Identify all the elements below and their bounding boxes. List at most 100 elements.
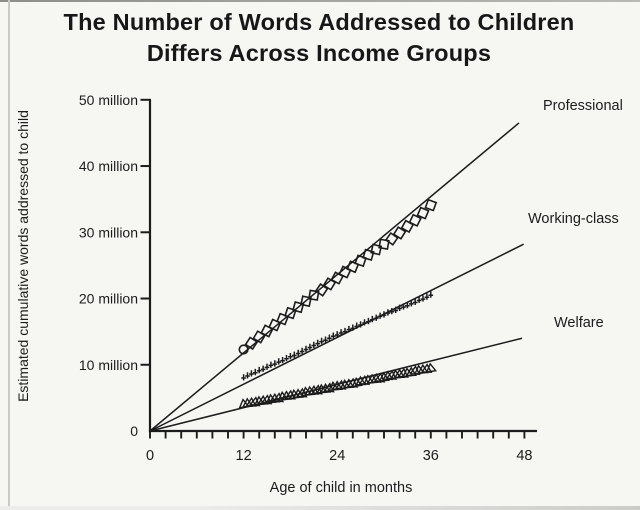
professional-data-point (354, 254, 367, 268)
welfare-data-point (304, 385, 316, 396)
professional-data-point (424, 198, 438, 212)
working-class-data-point (315, 339, 320, 347)
working-class-data-point (385, 309, 391, 316)
welfare-data-point (351, 377, 363, 388)
professional-data-point (308, 289, 320, 301)
legend-label-welfare: Welfare (554, 315, 604, 331)
working-class-data-point (338, 329, 344, 336)
working-class-data-point (424, 293, 430, 300)
professional-data-point (338, 265, 352, 279)
professional-data-point (416, 206, 430, 220)
working-class-data-point (428, 291, 434, 298)
welfare-data-point (269, 392, 281, 403)
working-class-data-point (362, 319, 367, 326)
working-class-data-point (241, 374, 246, 381)
legend-label-professional: Professional (543, 98, 623, 114)
chart-title-line1: The Number of Words Addressed to Childre… (63, 9, 575, 35)
professional-data-point (300, 295, 312, 308)
welfare-data-point (307, 384, 320, 395)
professional-data-point (276, 312, 290, 326)
x-axis-tick-label: 24 (329, 448, 345, 464)
y-axis-tick-label: 40 million (79, 158, 138, 174)
x-axis-tick-label: 48 (516, 448, 532, 464)
working-class-data-point (420, 295, 426, 302)
x-axis-tick-label: 12 (236, 448, 252, 464)
scan-artifact-bottom-edge (0, 506, 640, 510)
working-class-data-point (307, 343, 313, 351)
y-axis-title: Estimated cumulative words addressed to … (15, 110, 31, 402)
working-class-data-point (323, 336, 328, 343)
chart-title: The Number of Words Addressed to Childre… (2, 7, 636, 69)
welfare-data-point (257, 394, 269, 405)
working-class-data-point (288, 353, 293, 360)
working-class-data-point (381, 311, 387, 318)
working-class-data-point (299, 347, 305, 355)
working-class-data-point (268, 361, 274, 368)
welfare-data-point (323, 382, 335, 393)
working-class-data-point (342, 327, 348, 335)
professional-data-point (292, 301, 305, 314)
working-class-data-point (256, 366, 262, 374)
professional-data-point (408, 213, 422, 228)
professional-data-point (362, 248, 375, 261)
working-class-data-point (373, 314, 379, 321)
welfare-data-point (280, 390, 293, 400)
y-axis-tick-label: 0 (130, 423, 138, 439)
professional-data-point (370, 243, 383, 256)
welfare-data-point (405, 366, 418, 377)
welfare-data-point (382, 370, 394, 381)
welfare-data-point (393, 368, 406, 379)
working-class-data-point (354, 322, 359, 329)
working-class-data-point (350, 324, 356, 331)
welfare-data-point (366, 373, 379, 384)
scan-artifact-top-edge (0, 0, 640, 2)
y-axis-tick-label: 10 million (79, 357, 138, 373)
working-class-data-point (260, 365, 266, 372)
working-class-data-point (409, 300, 414, 307)
x-axis-tick-label: 36 (423, 448, 439, 464)
working-class-data-point (401, 303, 406, 310)
professional-trend-line (149, 122, 520, 432)
working-class-data-point (370, 315, 375, 323)
working-class-data-point (264, 363, 270, 370)
welfare-data-point (241, 397, 254, 408)
professional-data-point (238, 344, 249, 355)
welfare-data-point (355, 375, 367, 386)
y-axis-tick-label: 30 million (79, 224, 138, 240)
working-class-data-point (405, 302, 410, 309)
working-class-data-point (366, 317, 371, 325)
professional-data-point (378, 238, 390, 250)
working-class-data-point (389, 307, 395, 315)
working-class-data-point (346, 325, 352, 333)
working-class-data-point (295, 349, 301, 356)
working-class-data-point (280, 356, 285, 364)
welfare-data-point (292, 388, 305, 399)
working-class-data-point (284, 354, 289, 362)
working-class-data-point (245, 372, 250, 379)
welfare-data-point (417, 363, 429, 374)
working-class-data-point (358, 321, 363, 328)
welfare-data-point (425, 362, 438, 373)
working-class-data-point (292, 351, 297, 358)
professional-data-point (392, 226, 407, 240)
working-class-data-point (311, 341, 317, 349)
legend-label-working-class: Working-class (528, 211, 619, 227)
working-class-data-point (334, 331, 340, 338)
y-axis-tick-label: 20 million (79, 291, 138, 307)
working-class-data-point (377, 312, 383, 319)
welfare-data-point (253, 395, 266, 406)
working-class-trend-line (149, 243, 524, 432)
professional-data-point (284, 306, 297, 320)
x-axis-tick-label: 0 (146, 448, 154, 464)
working-class-data-point (393, 306, 398, 313)
chart-title-line2: Differs Across Income Groups (146, 40, 492, 66)
working-class-data-point (397, 304, 402, 311)
working-class-data-point (276, 358, 281, 365)
welfare-data-point (370, 372, 382, 383)
y-axis-tick-label: 50 million (79, 92, 138, 108)
welfare-data-point (296, 387, 308, 398)
professional-data-point (346, 260, 360, 274)
welfare-data-point (343, 378, 355, 389)
